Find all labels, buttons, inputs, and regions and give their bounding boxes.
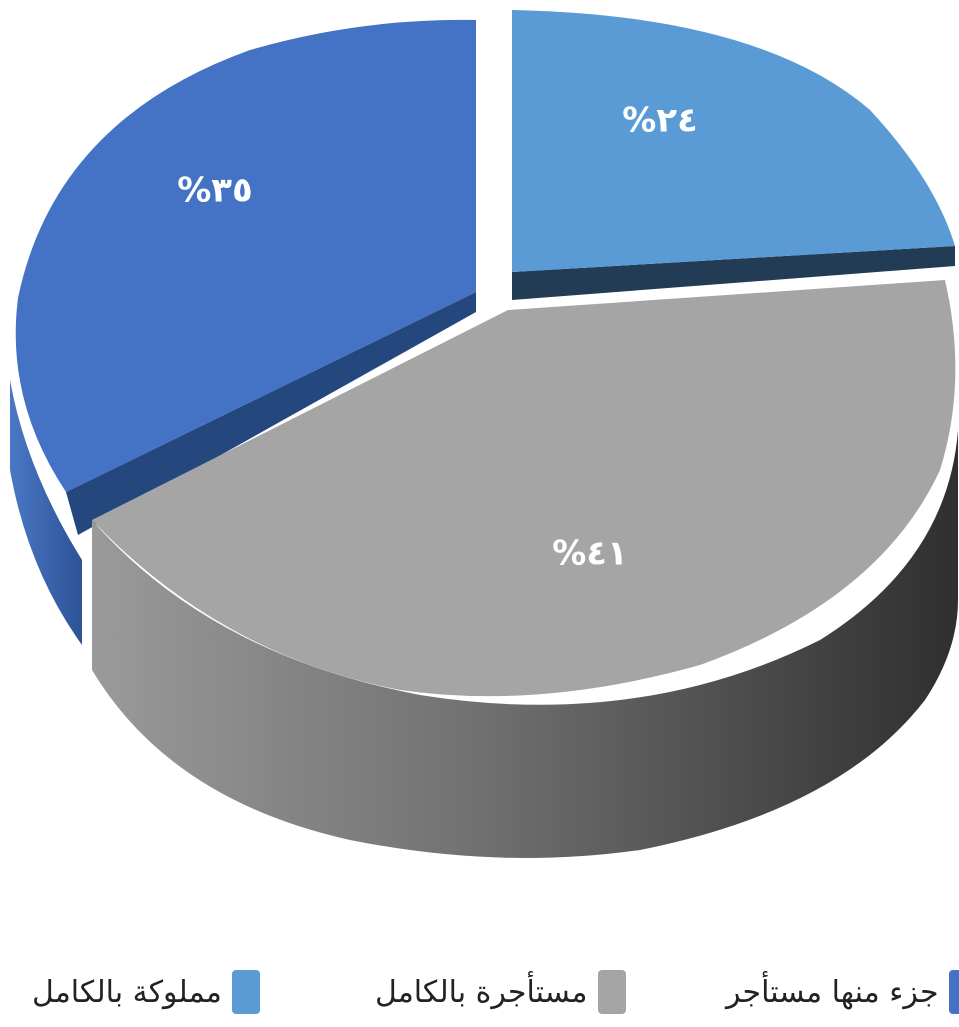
label-fully-rented: %٤١ [552, 534, 628, 574]
legend-item-fully-rented: مستأجرة بالكامل [375, 962, 626, 1022]
pie-slice-fully-rented [92, 280, 958, 858]
label-partly-rented: %٣٥ [177, 171, 253, 211]
label-fully-owned: %٢٤ [622, 101, 698, 141]
legend-label-fully-rented: مستأجرة بالكامل [375, 974, 588, 1010]
legend: مملوكة بالكامل مستأجرة بالكامل جزء منها … [0, 962, 959, 1022]
legend-label-fully-owned: مملوكة بالكامل [32, 974, 222, 1010]
legend-swatch-fully-rented [597, 970, 626, 1014]
legend-swatch-fully-owned [231, 970, 260, 1014]
pie-slice-partly-rented [10, 19, 476, 645]
pie-slice-fully-owned [512, 10, 955, 300]
legend-item-partly-rented: جزء منها مستأجر [726, 962, 959, 1022]
legend-label-partly-rented: جزء منها مستأجر [726, 974, 939, 1010]
legend-swatch-partly-rented [948, 970, 959, 1014]
legend-item-fully-owned: مملوكة بالكامل [32, 962, 260, 1022]
